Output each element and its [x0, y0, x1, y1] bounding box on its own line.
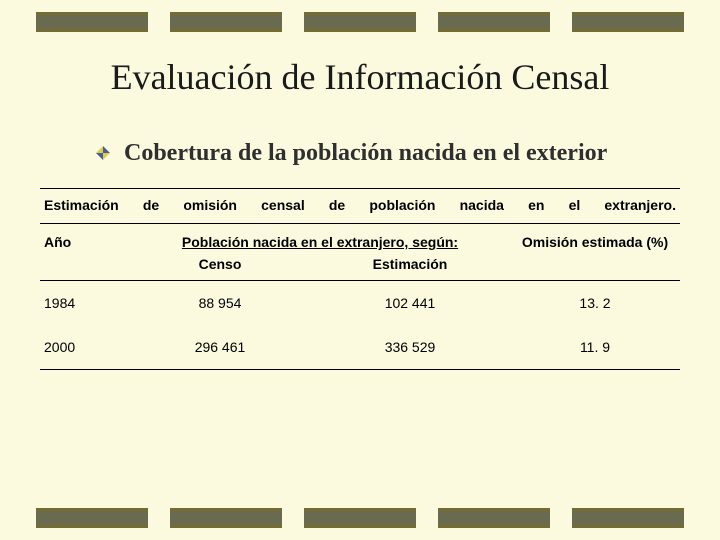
slide-title: Evaluación de Información Censal — [0, 56, 720, 98]
cell-year: 1984 — [40, 281, 130, 326]
cell-censo: 296 461 — [130, 325, 310, 369]
col-header-estimacion: Estimación — [310, 256, 510, 280]
cell-omision: 13. 2 — [510, 281, 680, 326]
bullet-text: Cobertura de la población nacida en el e… — [124, 140, 607, 167]
table-caption: Estimación de omisión censal de població… — [40, 189, 680, 224]
omission-table: Estimación de omisión censal de població… — [40, 188, 680, 370]
diamond-bullet-icon — [96, 146, 110, 160]
col-header-year: Año — [40, 224, 130, 281]
cell-estimacion: 336 529 — [310, 325, 510, 369]
cell-year: 2000 — [40, 325, 130, 369]
cell-estimacion: 102 441 — [310, 281, 510, 326]
table-row: 198488 954102 44113. 2 — [40, 281, 680, 326]
col-header-omision: Omisión estimada (%) — [510, 224, 680, 281]
bullet-item: Cobertura de la población nacida en el e… — [96, 140, 656, 167]
cell-censo: 88 954 — [130, 281, 310, 326]
cell-omision: 11. 9 — [510, 325, 680, 369]
bottom-stripe — [0, 508, 720, 528]
col-header-censo: Censo — [130, 256, 310, 280]
table-row: 2000296 461336 52911. 9 — [40, 325, 680, 369]
col-header-group: Población nacida en el extranjero, según… — [130, 224, 510, 257]
top-stripe — [0, 12, 720, 32]
